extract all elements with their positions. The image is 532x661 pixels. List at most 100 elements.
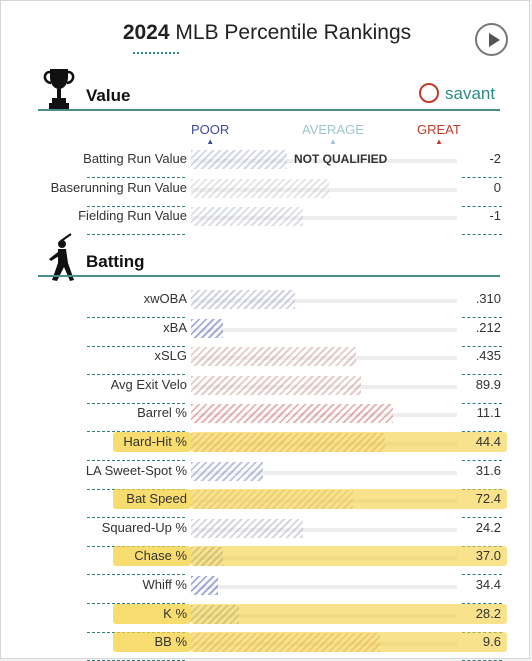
trophy-icon [43, 69, 75, 111]
row-divider-left [87, 631, 185, 633]
not-qualified-note: NOT QUALIFIED [294, 152, 388, 166]
row-divider-left [87, 488, 185, 490]
row-divider-left [87, 431, 185, 433]
row-divider-left [87, 603, 185, 604]
batting-section-divider [38, 275, 500, 277]
row-divider-left [87, 460, 185, 461]
row-label: Fielding Run Value [78, 208, 187, 223]
row-value: 28.2 [475, 605, 501, 621]
triangle-up-icon: ▲ [434, 137, 443, 146]
row-value: .310 [475, 291, 501, 306]
highlight-band-right [191, 432, 507, 452]
percentile-track [191, 327, 457, 332]
highlight-band-right [191, 489, 507, 510]
highlight-band-right [191, 546, 507, 567]
scale-great: GREAT ▲ [417, 122, 461, 146]
row-divider-right [462, 574, 502, 576]
row-divider-right [462, 402, 502, 404]
percentile-track [191, 159, 457, 163]
row-label: Batting Run Value [83, 151, 187, 166]
savant-brand-text: savant [445, 84, 496, 103]
row-value: 11.1 [476, 405, 501, 421]
row-divider-right [462, 631, 502, 633]
scale-poor-label: POOR [191, 122, 230, 137]
triangle-up-icon: ▲ [206, 137, 215, 146]
title-text: MLB Percentile Rankings [175, 21, 412, 44]
row-label: xSLG [154, 348, 187, 364]
row-label: Avg Exit Velo [110, 376, 187, 392]
row-divider-right [462, 460, 502, 461]
row-divider-right [462, 345, 502, 347]
row-label: K % [163, 605, 187, 621]
row-value: 31.6 [475, 462, 501, 478]
row-label: Bat Speed [126, 491, 187, 507]
row-label: LA Sweet-Spot % [85, 462, 187, 478]
row-label: Whiff % [142, 577, 187, 592]
percentile-bar [191, 404, 393, 424]
percentile-track [191, 216, 457, 220]
highlight-band-left [113, 432, 191, 452]
row-divider-right [462, 177, 502, 178]
row-value: -2 [489, 151, 501, 166]
scale-poor: POOR ▲ [191, 122, 229, 146]
row-label: Barrel % [137, 405, 187, 421]
row-divider-left [87, 317, 185, 318]
row-divider-right [462, 603, 502, 604]
percentile-bar [191, 461, 263, 481]
percentile-track [191, 585, 457, 589]
percentile-bar [191, 518, 303, 538]
row-label: Baserunning Run Value [50, 179, 187, 195]
baseball-icon [419, 83, 439, 103]
row-value: 44.4 [475, 434, 501, 449]
row-divider-left [87, 402, 185, 404]
row-value: 37.0 [475, 548, 501, 564]
row-divider-right [462, 374, 502, 376]
row-value: 89.9 [475, 376, 501, 392]
percentile-bar [191, 576, 218, 595]
row-label: Chase % [134, 548, 187, 564]
savant-logo: savant [419, 83, 495, 104]
percentile-bar [191, 207, 303, 226]
percentile-bar [191, 290, 295, 309]
row-label: xBA [163, 319, 187, 335]
batting-section-title: Batting [86, 252, 145, 271]
row-divider-left [87, 177, 185, 178]
row-divider-right [462, 317, 502, 318]
percentile-bar [191, 318, 223, 338]
row-divider-right [462, 234, 502, 235]
scale-great-label: GREAT [417, 122, 461, 137]
row-divider-left [87, 517, 185, 519]
row-value: -1 [489, 208, 501, 223]
row-label: BB % [154, 634, 187, 650]
row-value: 9.6 [482, 634, 501, 650]
percentile-bar [191, 347, 356, 367]
row-divider-right [462, 545, 502, 547]
row-divider-right [462, 431, 502, 433]
highlight-band-left [113, 632, 191, 653]
value-section-title: Value [86, 86, 131, 105]
row-divider-left [87, 205, 185, 207]
highlight-band-right [191, 632, 507, 653]
row-divider-right [462, 205, 502, 207]
percentile-track [191, 527, 457, 532]
percentile-bar [191, 178, 329, 198]
row-value: .435 [475, 348, 501, 364]
percentile-bar [191, 375, 361, 395]
row-divider-left [87, 345, 185, 347]
highlight-band-right [191, 603, 507, 624]
batter-icon [49, 233, 74, 281]
percentile-track [191, 299, 457, 303]
percentile-track [191, 187, 457, 192]
value-section-divider [38, 109, 500, 111]
row-value: 72.4 [475, 491, 501, 507]
row-value: 34.4 [475, 577, 501, 592]
row-value: 24.2 [475, 519, 501, 535]
scale-average: AVERAGE ▲ [302, 122, 364, 146]
percentile-track [191, 470, 457, 475]
play-button[interactable] [475, 23, 508, 56]
row-divider-left [87, 545, 185, 547]
scale-average-label: AVERAGE [302, 122, 364, 137]
row-label: Squared-Up % [101, 519, 187, 535]
row-label: xwOBA [143, 291, 187, 306]
row-value: 0 [493, 179, 501, 195]
